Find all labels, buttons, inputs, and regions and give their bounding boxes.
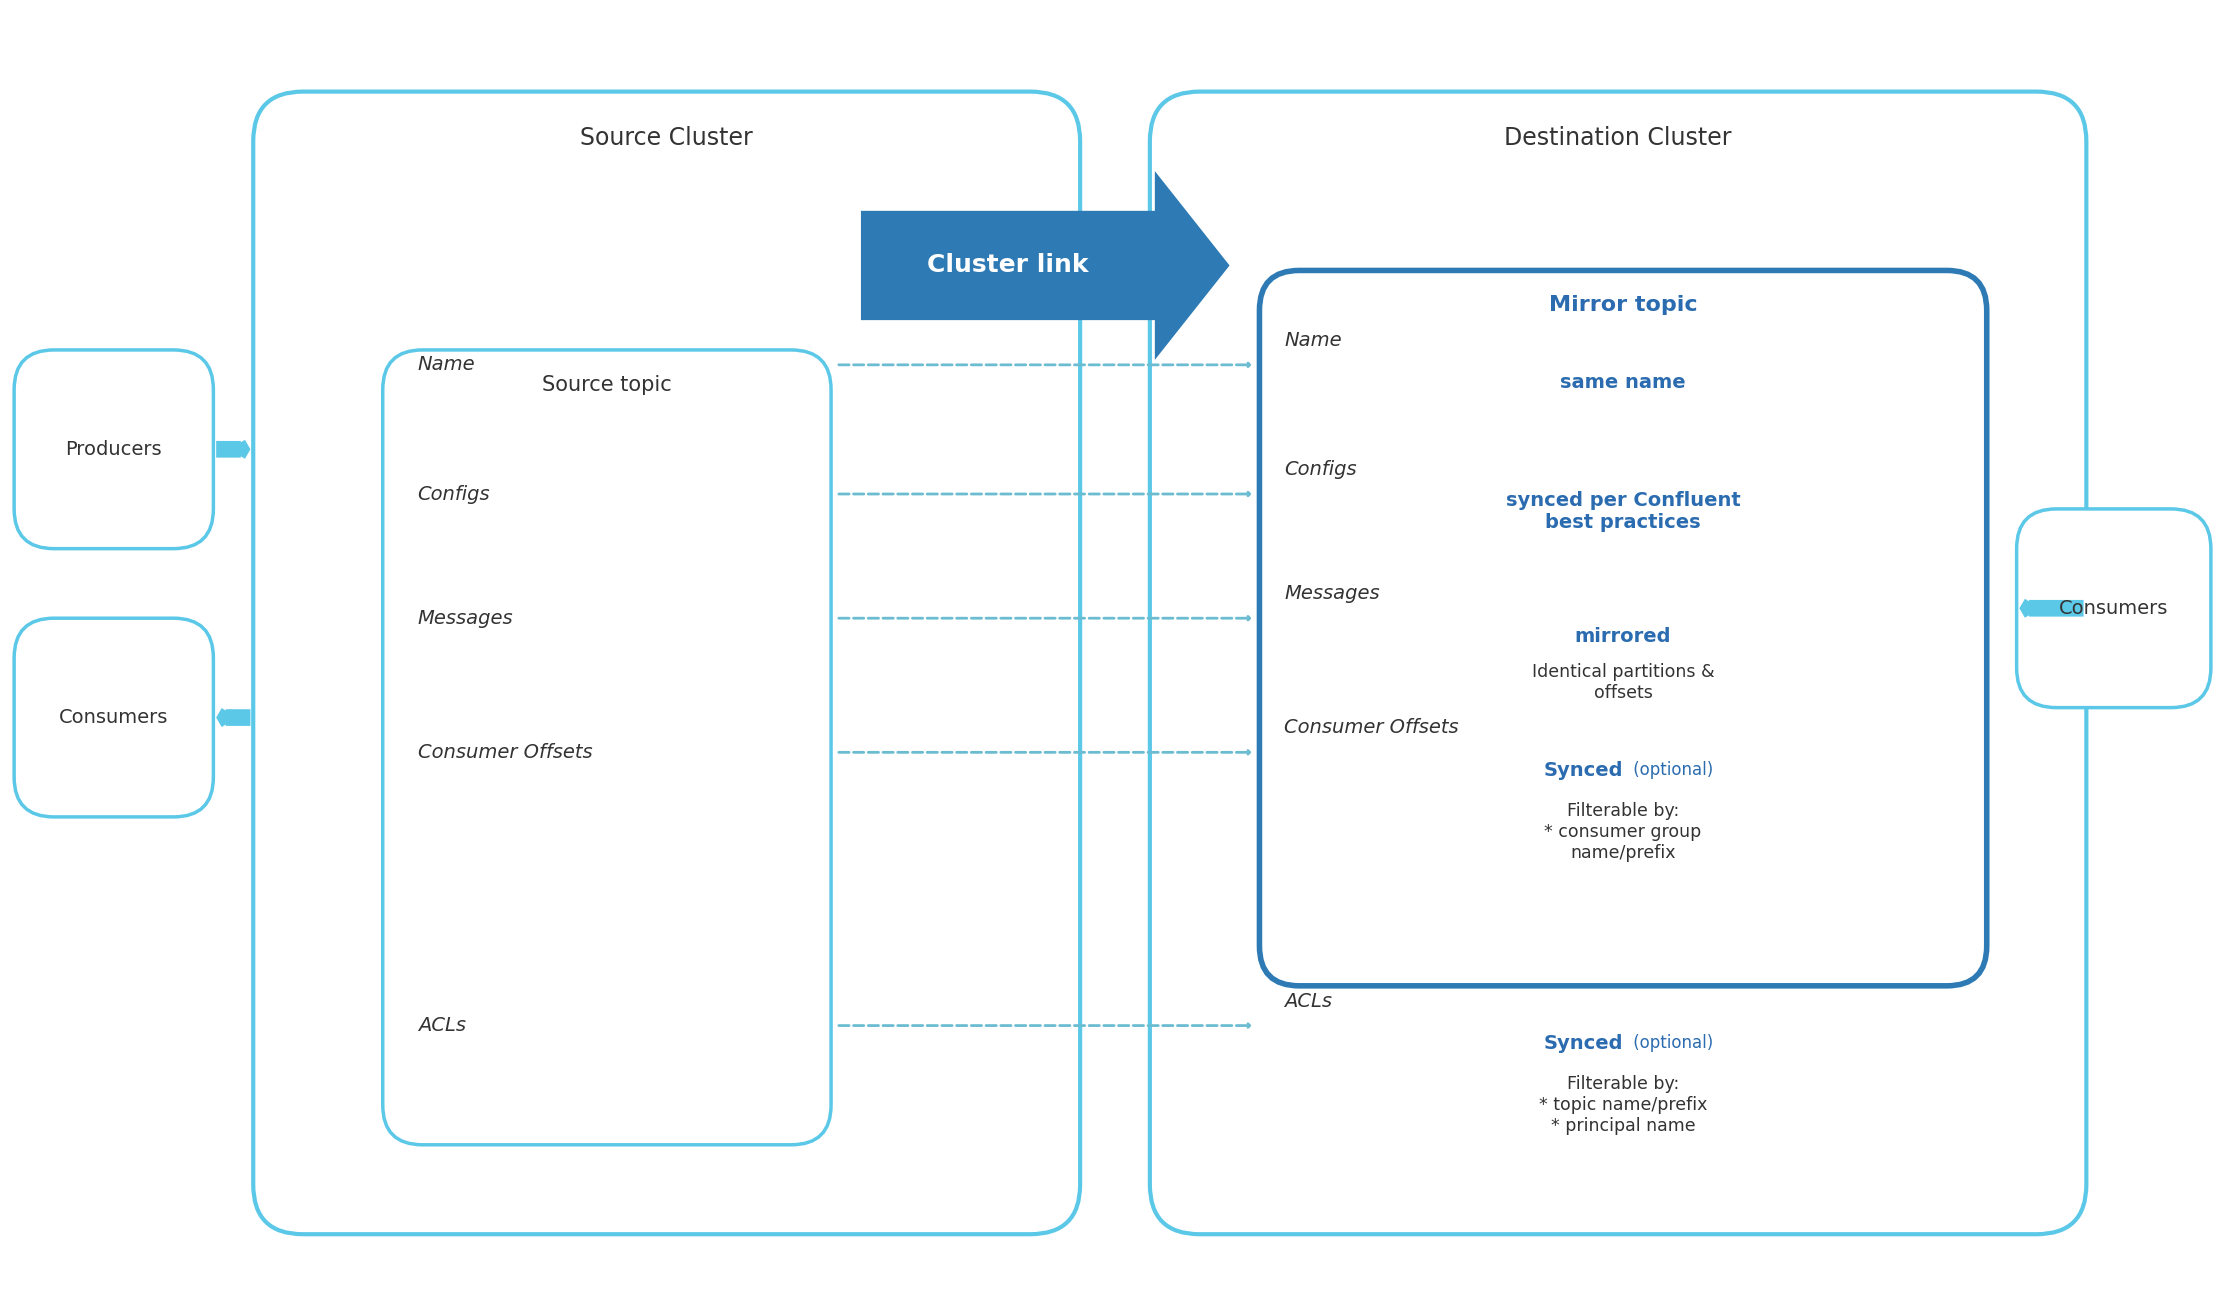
Text: Messages: Messages [1284, 584, 1380, 604]
FancyBboxPatch shape [254, 92, 1081, 1234]
Text: Filterable by:
* topic name/prefix
* principal name: Filterable by: * topic name/prefix * pri… [1538, 1075, 1707, 1134]
Text: Producers: Producers [65, 440, 163, 458]
Text: Configs: Configs [1284, 459, 1357, 479]
Text: Synced: Synced [1545, 761, 1623, 780]
Text: Identical partitions &
offsets: Identical partitions & offsets [1531, 663, 1714, 702]
Text: Consumer Offsets: Consumer Offsets [1284, 718, 1460, 737]
FancyBboxPatch shape [2017, 509, 2211, 707]
Text: ACLs: ACLs [1284, 992, 1333, 1011]
Text: Mirror topic: Mirror topic [1549, 295, 1698, 315]
Text: (optional): (optional) [1627, 1035, 1714, 1053]
Text: Destination Cluster: Destination Cluster [1505, 126, 1732, 151]
FancyBboxPatch shape [1259, 270, 1986, 985]
Text: ACLs: ACLs [417, 1016, 466, 1035]
Text: synced per Confluent
best practices: synced per Confluent best practices [1507, 492, 1741, 532]
FancyBboxPatch shape [13, 618, 214, 816]
Text: same name: same name [1560, 374, 1685, 392]
FancyBboxPatch shape [1150, 92, 2086, 1234]
Text: Source topic: Source topic [542, 375, 671, 395]
Text: Consumers: Consumers [2060, 598, 2169, 618]
Text: Messages: Messages [417, 609, 513, 628]
FancyBboxPatch shape [383, 350, 831, 1145]
Text: mirrored: mirrored [1576, 627, 1672, 645]
Text: Filterable by:
* consumer group
name/prefix: Filterable by: * consumer group name/pre… [1545, 802, 1701, 862]
Text: Consumers: Consumers [58, 707, 169, 727]
Text: Source Cluster: Source Cluster [580, 126, 753, 151]
Text: Consumer Offsets: Consumer Offsets [417, 742, 593, 762]
FancyBboxPatch shape [13, 350, 214, 549]
Text: Configs: Configs [417, 484, 490, 504]
Text: Name: Name [417, 356, 475, 374]
Text: (optional): (optional) [1627, 761, 1714, 779]
Text: Synced: Synced [1545, 1035, 1623, 1053]
Text: Name: Name [1284, 331, 1342, 350]
Polygon shape [860, 171, 1230, 360]
Text: Cluster link: Cluster link [927, 253, 1088, 278]
